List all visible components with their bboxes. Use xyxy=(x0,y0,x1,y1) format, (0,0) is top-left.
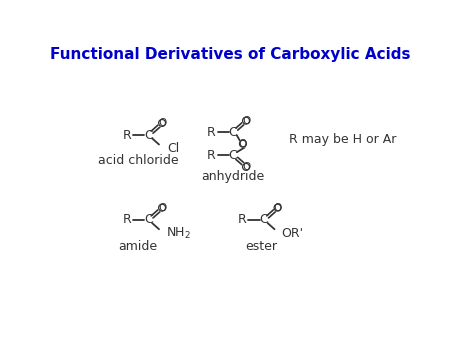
Circle shape xyxy=(159,120,166,126)
Text: Cl: Cl xyxy=(167,142,180,155)
Text: C: C xyxy=(229,149,237,162)
Circle shape xyxy=(274,204,281,211)
Circle shape xyxy=(243,163,249,170)
Text: R may be H or Ar: R may be H or Ar xyxy=(288,132,396,146)
Text: O: O xyxy=(158,118,166,128)
Text: C: C xyxy=(144,129,153,142)
Text: OR': OR' xyxy=(281,227,304,240)
Text: C: C xyxy=(229,126,237,139)
Text: O: O xyxy=(239,139,247,149)
Circle shape xyxy=(243,117,249,124)
Text: R: R xyxy=(207,126,216,139)
Text: R: R xyxy=(238,214,247,226)
Text: C: C xyxy=(144,214,153,226)
Text: anhydride: anhydride xyxy=(201,170,265,183)
Text: Functional Derivatives of Carboxylic Acids: Functional Derivatives of Carboxylic Aci… xyxy=(50,47,411,62)
Circle shape xyxy=(239,140,247,147)
Text: ester: ester xyxy=(245,240,277,254)
Text: acid chloride: acid chloride xyxy=(98,154,179,167)
Text: R: R xyxy=(207,149,216,162)
Text: O: O xyxy=(242,162,250,172)
Text: O: O xyxy=(242,116,250,126)
Text: NH$_2$: NH$_2$ xyxy=(166,226,191,241)
Text: R: R xyxy=(122,129,131,142)
Text: R: R xyxy=(122,214,131,226)
Circle shape xyxy=(159,204,166,211)
Text: amide: amide xyxy=(119,240,158,254)
Text: O: O xyxy=(158,203,166,213)
Text: C: C xyxy=(259,214,268,226)
Text: O: O xyxy=(274,203,282,213)
